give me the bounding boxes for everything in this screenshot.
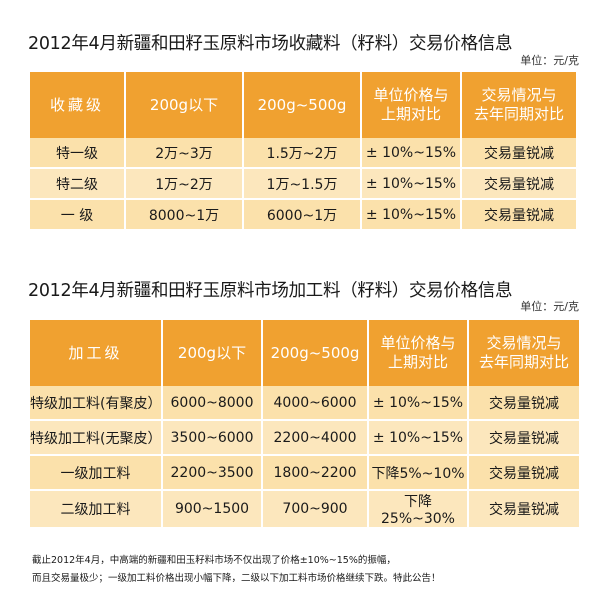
- table-row: 特一级 2万~3万 1.5万~2万 ± 10%~15% 交易量锐减: [30, 138, 576, 169]
- header-price-vs-last-period: 单位价格与 上期对比: [362, 72, 462, 138]
- table-header-row: 加工级 200g以下 200g~500g 单位价格与 上期对比 交易情况与 去年同期…: [30, 320, 579, 386]
- price-200g-500g-cell: 1.5万~2万: [244, 138, 362, 169]
- header-price-vs-last-period: 单位价格与 上期对比: [369, 320, 469, 386]
- collection-grade-price-table: 收藏级 200g以下 200g~500g 单位价格与 上期对比 交易情况与 去年同期…: [30, 72, 576, 229]
- price-change-cell: ± 10%~15%: [362, 138, 462, 169]
- price-200g-500g-cell: 1万~1.5万: [244, 169, 362, 200]
- table-row: 特二级 1万~2万 1万~1.5万 ± 10%~15% 交易量锐减: [30, 169, 576, 200]
- trade-status-cell: 交易量锐减: [469, 386, 579, 421]
- table-row: 特级加工料(有聚皮） 6000~8000 4000~6000 ± 10%~15%…: [30, 386, 579, 421]
- price-under-200g-cell: 3500~6000: [163, 421, 263, 456]
- header-trade-vs-last-year: 交易情况与 去年同期对比: [469, 320, 579, 386]
- price-change-cell: ± 10%~15%: [369, 421, 469, 456]
- footer-note-line-2: 而且交易量极少；一级加工料价格出现小幅下降，二级以下加工料市场价格继续下跌。特此…: [32, 573, 441, 584]
- price-under-200g-cell: 1万~2万: [126, 169, 244, 200]
- price-under-200g-cell: 900~1500: [163, 491, 263, 527]
- processing-grade-price-table: 加工级 200g以下 200g~500g 单位价格与 上期对比 交易情况与 去年同期…: [30, 320, 579, 527]
- grade-cell: 特一级: [30, 138, 126, 169]
- price-200g-500g-cell: 4000~6000: [263, 386, 369, 421]
- grade-cell: 一级加工料: [30, 456, 163, 491]
- price-under-200g-cell: 6000~8000: [163, 386, 263, 421]
- price-under-200g-cell: 2万~3万: [126, 138, 244, 169]
- price-200g-500g-cell: 1800~2200: [263, 456, 369, 491]
- table-row: 一级加工料 2200~3500 1800~2200 下降5%~10% 交易量锐减: [30, 456, 579, 491]
- grade-cell: 二级加工料: [30, 491, 163, 527]
- trade-status-cell: 交易量锐减: [469, 491, 579, 527]
- price-change-cell: ± 10%~15%: [362, 169, 462, 200]
- table-row: 一 级 8000~1万 6000~1万 ± 10%~15% 交易量锐减: [30, 200, 576, 229]
- trade-status-cell: 交易量锐减: [469, 456, 579, 491]
- price-change-cell: ± 10%~15%: [369, 386, 469, 421]
- header-200g-500g: 200g~500g: [244, 72, 362, 138]
- trade-status-cell: 交易量锐减: [462, 138, 576, 169]
- trade-status-cell: 交易量锐减: [462, 169, 576, 200]
- price-200g-500g-cell: 2200~4000: [263, 421, 369, 456]
- header-under-200g: 200g以下: [163, 320, 263, 386]
- collection-grade-unit: 单位：元/克: [520, 54, 579, 67]
- trade-status-cell: 交易量锐减: [462, 200, 576, 229]
- grade-cell: 一 级: [30, 200, 126, 229]
- price-change-cell: 下降25%~30%: [369, 491, 469, 527]
- footer-note-line-1: 截止2012年4月，中高端的新疆和田玉籽料市场不仅出现了价格±10%~15%的振…: [32, 555, 396, 566]
- header-200g-500g: 200g~500g: [263, 320, 369, 386]
- price-under-200g-cell: 8000~1万: [126, 200, 244, 229]
- grade-cell: 特级加工料(有聚皮）: [30, 386, 163, 421]
- collection-grade-title: 2012年4月新疆和田籽玉原料市场收藏料（籽料）交易价格信息: [28, 34, 513, 54]
- header-trade-vs-last-year: 交易情况与 去年同期对比: [462, 72, 576, 138]
- processing-grade-unit: 单位：元/克: [520, 300, 579, 313]
- header-grade: 收藏级: [30, 72, 126, 138]
- price-change-cell: ± 10%~15%: [362, 200, 462, 229]
- grade-cell: 特二级: [30, 169, 126, 200]
- grade-cell: 特级加工料(无聚皮）: [30, 421, 163, 456]
- price-under-200g-cell: 2200~3500: [163, 456, 263, 491]
- price-change-cell: 下降5%~10%: [369, 456, 469, 491]
- header-under-200g: 200g以下: [126, 72, 244, 138]
- table-header-row: 收藏级 200g以下 200g~500g 单位价格与 上期对比 交易情况与 去年同期…: [30, 72, 576, 138]
- price-200g-500g-cell: 700~900: [263, 491, 369, 527]
- price-200g-500g-cell: 6000~1万: [244, 200, 362, 229]
- trade-status-cell: 交易量锐减: [469, 421, 579, 456]
- table-row: 二级加工料 900~1500 700~900 下降25%~30% 交易量锐减: [30, 491, 579, 527]
- header-grade: 加工级: [30, 320, 163, 386]
- processing-grade-title: 2012年4月新疆和田籽玉原料市场加工料（籽料）交易价格信息: [28, 281, 513, 301]
- table-row: 特级加工料(无聚皮） 3500~6000 2200~4000 ± 10%~15%…: [30, 421, 579, 456]
